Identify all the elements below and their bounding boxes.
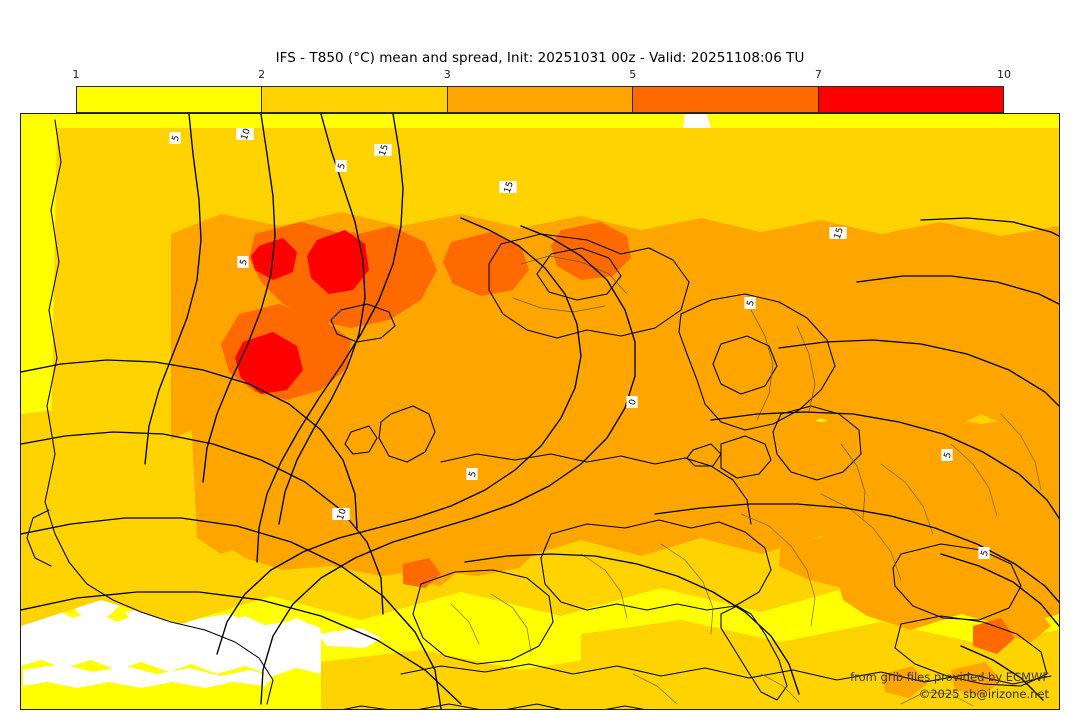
contour-label-5: 5 [943, 451, 954, 460]
contour-label-bg [626, 396, 638, 408]
spread-field [21, 114, 1059, 709]
contour-label-bg [169, 132, 181, 144]
contour-label-15: 15 [833, 226, 846, 240]
colorbar-tick-7: 7 [814, 68, 822, 81]
colorbar-tick-5: 5 [629, 68, 637, 81]
contour-label-10: 10 [240, 127, 253, 141]
contour-label-bg [499, 181, 517, 193]
contour-label-5: 5 [746, 299, 757, 308]
contour-label-5: 5 [337, 162, 348, 171]
contour-label-bg [332, 508, 350, 520]
contour-label-5: 5 [171, 134, 182, 143]
colorbar-segment-3-5 [447, 87, 634, 112]
colorbar-tick-labels: 1 2 3 5 7 10 [72, 68, 1012, 84]
temperature-contours [21, 114, 1059, 709]
contour-label-bg [978, 547, 990, 559]
contour-labels: 5 10 15 5 15 15 5 5 0 5 5 10 5 [169, 127, 991, 559]
colorbar-tick-1: 1 [72, 68, 80, 81]
spread-band-7-10 [235, 230, 369, 394]
contour-label-bg [237, 256, 249, 268]
contour-label-bg [374, 144, 392, 156]
contour-label-bg [941, 449, 953, 461]
contour-label-5: 5 [980, 549, 991, 558]
contour-label-5: 5 [468, 470, 479, 479]
map-panel: 5 10 15 5 15 15 5 5 0 5 5 10 5 from grib files provi… [20, 113, 1060, 710]
contour-label-5: 5 [239, 258, 250, 267]
map-coastlines [26, 119, 1052, 709]
contour-label-10: 10 [336, 507, 349, 521]
colorbar-segment-1-2 [77, 87, 263, 112]
colorbar-gradient [76, 86, 1004, 113]
contour-label-15: 15 [503, 180, 516, 194]
colorbar-segment-5-7 [633, 87, 819, 112]
colorbar: 1 2 3 5 7 10 [73, 68, 1011, 113]
contour-label-15: 15 [378, 143, 391, 157]
colorbar-segment-7-10 [818, 87, 1004, 112]
colorbar-tick-3: 3 [443, 68, 451, 81]
chart-title: IFS - T850 (°C) mean and spread, Init: 2… [275, 50, 805, 66]
contour-label-bg [236, 128, 254, 140]
colorbar-tick-2: 2 [258, 68, 266, 81]
contour-label-bg [744, 297, 756, 309]
colorbar-tick-10: 10 [997, 68, 1011, 81]
colorbar-segment-2-3 [262, 87, 448, 112]
contour-label-bg [335, 160, 347, 172]
contour-label-bg [466, 468, 478, 480]
contour-label-0: 0 [628, 398, 639, 407]
map-canvas: 5 10 15 5 15 15 5 5 0 5 5 10 5 [21, 114, 1059, 709]
contour-label-bg [829, 227, 847, 239]
